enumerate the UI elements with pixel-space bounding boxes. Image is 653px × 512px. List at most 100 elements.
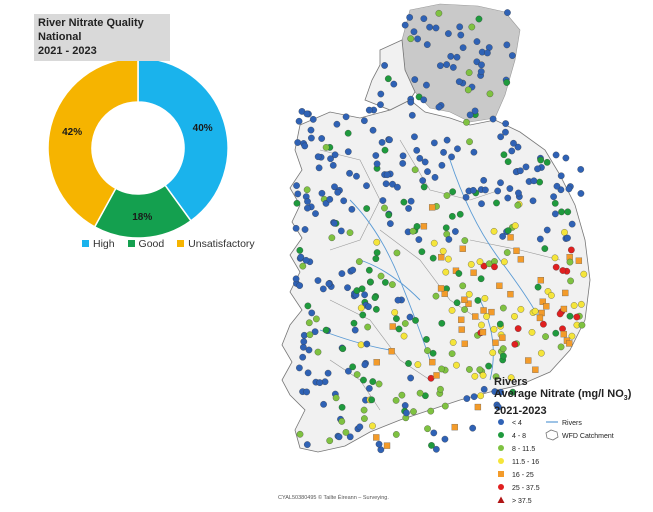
site-marker [531,307,539,315]
site-marker [381,146,389,154]
site-marker [311,328,319,336]
site-marker [448,153,455,161]
site-marker [534,165,541,173]
site-marker [424,347,431,354]
donut-legend: High Good Unsatisfactory [82,238,255,250]
site-marker [467,261,475,268]
site-marker [537,277,545,284]
site-marker [537,156,545,164]
site-marker [392,397,400,404]
site-marker [430,239,438,247]
site-marker [500,352,507,360]
site-marker [493,199,500,207]
map-legend-title3: 2021-2023 [494,405,547,418]
legend-label-unsatisfactory: Unsatisfactory [188,238,255,250]
site-marker [529,197,537,205]
site-marker [407,98,415,106]
site-marker [382,279,389,286]
site-marker [564,234,571,242]
site-marker [401,402,409,409]
site-marker [337,227,345,235]
site-marker [568,332,576,340]
site-marker [437,285,445,292]
site-marker [502,128,509,136]
site-marker [475,15,483,23]
site-marker [408,111,416,119]
site-marker [551,210,559,218]
site-marker [386,220,394,227]
site-marker [540,320,547,328]
site-marker [461,296,468,303]
site-marker [377,90,385,98]
site-marker [511,313,518,320]
site-marker [312,210,319,217]
map-legend-title1: Rivers [494,376,528,388]
site-marker [373,160,381,168]
site-marker [553,182,561,190]
site-marker [407,374,414,382]
site-marker [424,425,431,433]
site-marker [338,418,346,425]
site-marker [580,270,588,278]
site-marker [494,403,502,411]
legend-class-label-1: 4 - 8 [512,433,526,440]
legend-catchment-shape [545,429,559,441]
site-marker [351,326,359,334]
site-marker [303,388,310,396]
site-marker [346,229,354,236]
site-marker [497,133,505,141]
site-marker [416,389,424,397]
site-marker [559,267,567,274]
donut-title-line2: National [38,31,82,43]
site-marker [381,62,388,69]
legend-swatch-high [82,240,89,247]
site-marker [378,139,386,146]
site-marker [292,275,300,283]
site-marker [465,300,472,307]
site-marker [327,155,334,163]
site-marker [309,116,317,123]
site-marker [564,208,572,216]
site-marker [566,340,573,347]
site-marker [497,179,504,187]
site-marker [363,205,371,212]
site-marker [514,325,522,332]
legend-class-label-2: 8 - 11.5 [512,446,535,453]
site-marker [418,248,426,256]
site-marker [558,208,565,216]
site-marker [411,166,419,174]
site-marker [551,254,559,262]
site-marker [375,380,383,388]
site-marker [459,245,466,252]
site-marker [557,343,565,351]
site-marker [331,151,339,159]
site-marker [509,388,517,396]
site-marker [304,302,312,310]
site-marker [410,408,417,415]
site-marker [393,315,400,323]
site-marker [536,314,544,322]
site-marker [443,192,451,199]
site-marker [335,433,343,441]
site-marker [333,120,341,128]
site-marker [319,285,327,293]
site-marker [369,378,377,385]
site-marker [437,385,444,393]
site-marker [384,75,392,83]
site-marker [560,305,568,313]
site-marker [399,152,407,160]
site-marker [504,194,512,202]
site-marker [299,262,307,270]
site-marker [474,297,482,304]
site-marker [515,189,522,197]
legend-swatch-good [127,240,135,247]
map-legend-title2-text: Average Nitrate (mg/l NO [494,388,624,400]
site-marker [294,190,302,198]
site-marker [455,78,463,85]
site-marker [360,406,368,414]
site-marker [507,290,514,298]
site-marker [469,424,477,432]
site-marker [293,182,300,189]
site-marker [350,319,358,327]
site-marker [478,200,485,208]
